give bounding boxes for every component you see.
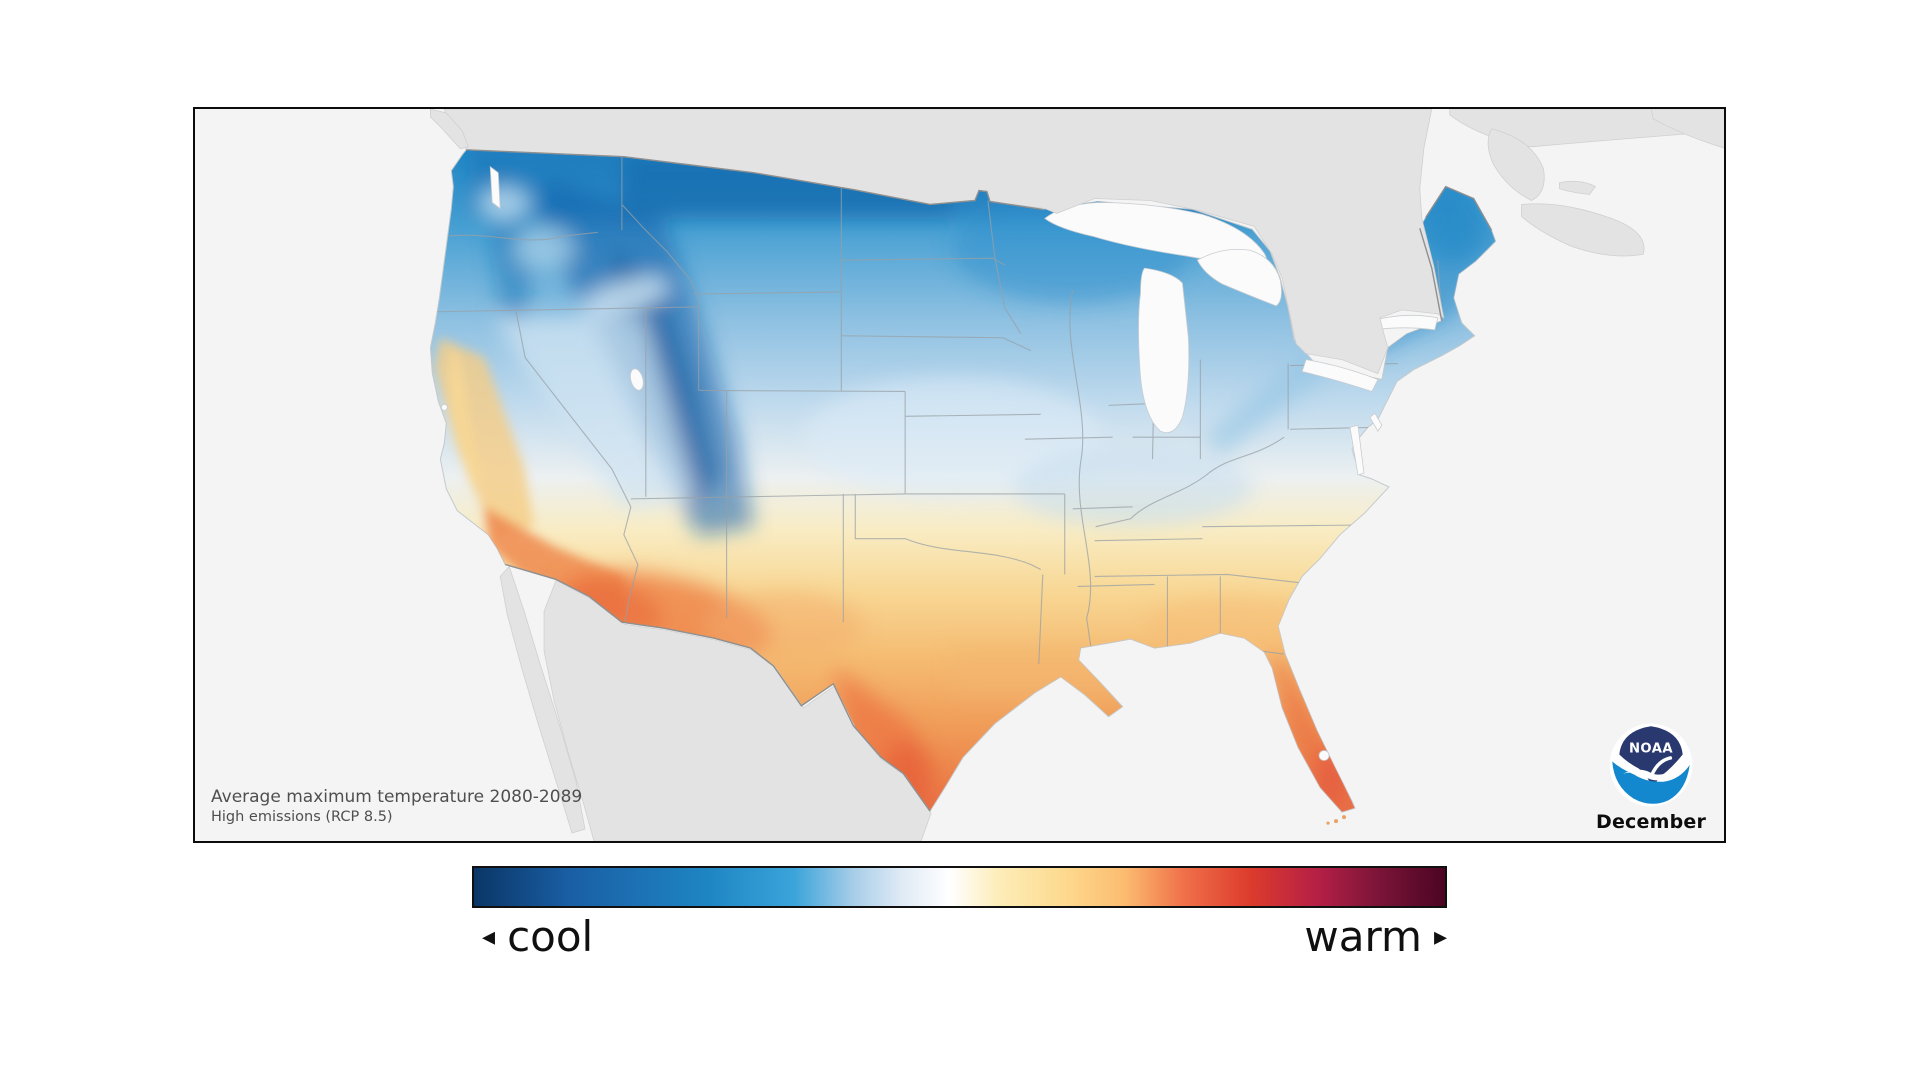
international-borders <box>466 149 1493 812</box>
map-title: Average maximum temperature 2080-2089 <box>211 787 583 808</box>
temperature-colorbar <box>472 866 1447 908</box>
us-temperature-map <box>429 109 1724 841</box>
great-lakes <box>440 165 1439 761</box>
state-boundaries <box>430 156 1443 664</box>
legend-warm: warm ▸ <box>1304 912 1447 961</box>
right-arrow-icon: ▸ <box>1433 921 1447 952</box>
florida-keys <box>1326 815 1346 825</box>
legend-cool-label: cool <box>507 912 594 961</box>
legend-cool: ◂ cool <box>482 912 593 961</box>
noaa-logo-icon: NOAA <box>1609 723 1693 807</box>
map-caption: Average maximum temperature 2080-2089 Hi… <box>211 786 582 827</box>
canada-maritime-islands <box>429 109 1724 257</box>
mexico-landmass <box>499 565 932 841</box>
map-scenario: High emissions (RCP 8.5) <box>211 809 393 826</box>
legend-warm-label: warm <box>1304 912 1422 961</box>
map-panel: Average maximum temperature 2080-2089 Hi… <box>193 107 1726 843</box>
left-arrow-icon: ◂ <box>482 921 496 952</box>
noaa-logo-text: NOAA <box>1629 742 1673 757</box>
month-label: December <box>1596 811 1707 833</box>
noaa-credit: NOAA December <box>1596 721 1706 833</box>
